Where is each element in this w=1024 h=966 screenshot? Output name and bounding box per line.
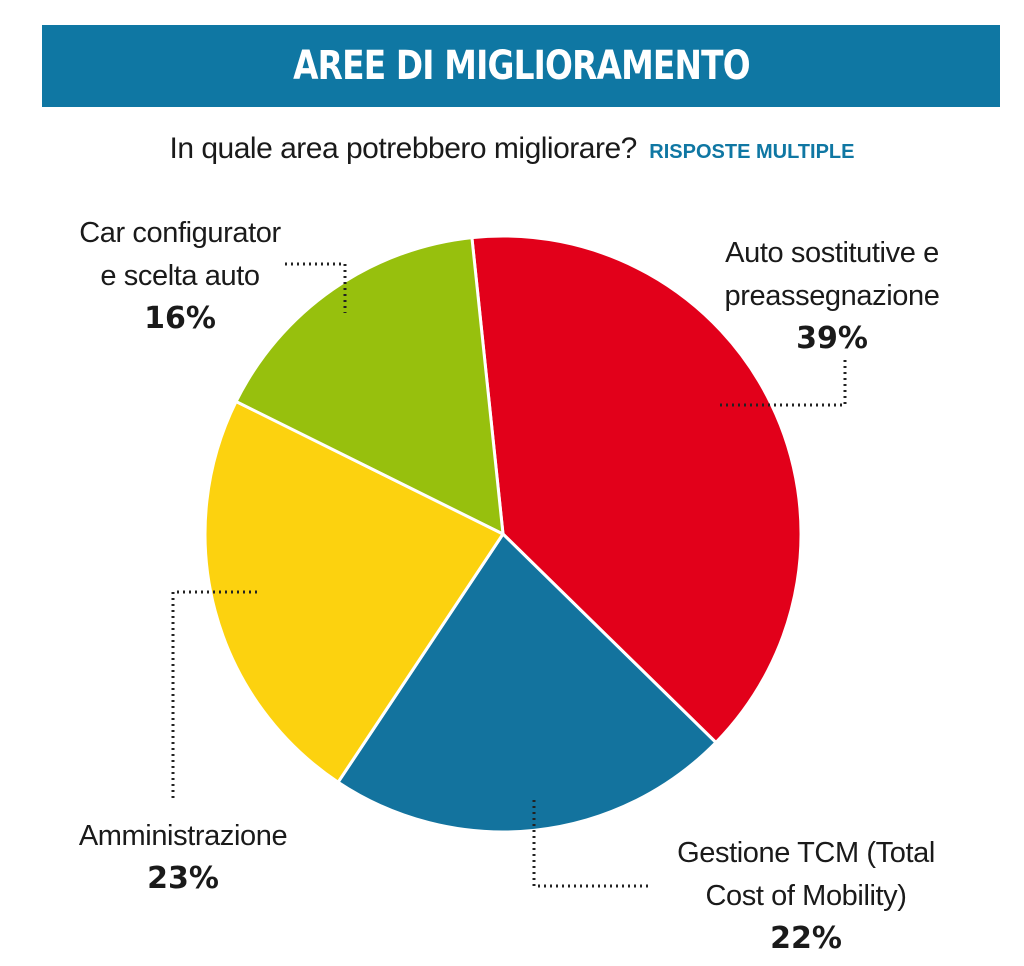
pie-slice-4 — [234, 236, 505, 536]
slice-label-3: Amministrazione — [79, 820, 287, 852]
slice-value-label-2: 22% — [770, 921, 842, 956]
pie-slice-1 — [470, 234, 803, 744]
chart-title: AREE DI MIGLIORAMENTO — [292, 43, 750, 89]
title-banner: AREE DI MIGLIORAMENTO — [42, 25, 1000, 107]
subtitle-row: In quale area potrebbero migliorare? RIS… — [0, 132, 1024, 166]
pie-slice-3 — [203, 400, 505, 784]
slice-value-label-3: 23% — [147, 861, 219, 896]
slice-value-label-1: 39% — [796, 321, 868, 356]
slice-label-1: preassegnazione — [725, 280, 940, 312]
slice-label-4: Car configurator — [79, 217, 281, 249]
slice-label-2: Cost of Mobility) — [705, 880, 906, 912]
slice-label-4: e scelta auto — [100, 260, 259, 292]
leader-line-2 — [532, 800, 650, 888]
slice-label-1: Auto sostitutive e — [725, 237, 939, 269]
slice-label-2: Gestione TCM (Total — [677, 837, 935, 869]
leader-line-4 — [285, 262, 347, 313]
slice-value-label-4: 16% — [144, 301, 216, 336]
subtitle-note: RISPOSTE MULTIPLE — [649, 141, 855, 163]
chart-subtitle: In quale area potrebbero migliorare? — [169, 132, 638, 165]
leader-line-3 — [171, 590, 258, 798]
